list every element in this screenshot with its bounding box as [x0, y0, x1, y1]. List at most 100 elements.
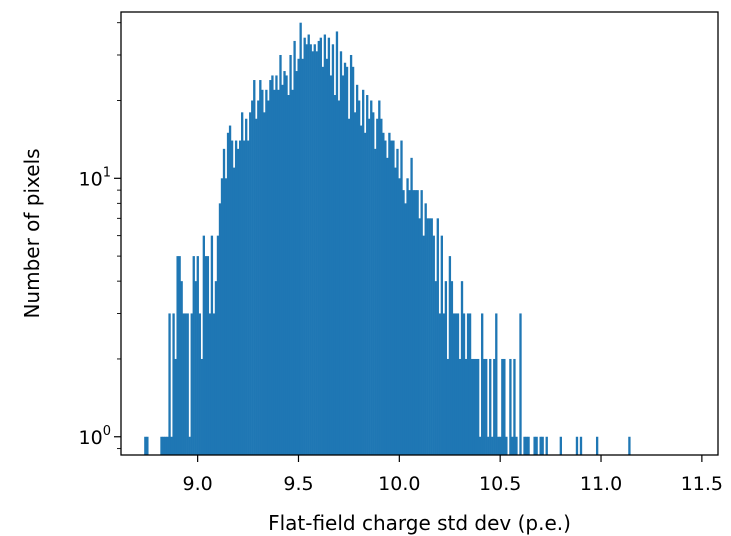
histogram-bar	[200, 358, 203, 455]
histogram-bar	[390, 140, 393, 456]
histogram-bar	[253, 80, 256, 455]
histogram-bar	[325, 58, 329, 455]
histogram-bar	[271, 75, 274, 455]
histogram-bar	[337, 100, 341, 455]
histogram-bar	[410, 157, 413, 455]
histogram-bar	[545, 436, 548, 455]
histogram-bar	[186, 313, 189, 455]
histogram-bar	[196, 256, 199, 455]
histogram-bar	[277, 89, 280, 456]
histogram-bar	[204, 256, 208, 455]
histogram-bar	[479, 436, 482, 455]
histogram-bar	[426, 218, 429, 455]
histogram-bar	[495, 313, 498, 455]
histogram-bar	[281, 84, 284, 455]
x-tick-label: 9.5	[283, 473, 313, 495]
histogram-bar	[394, 167, 397, 456]
histogram-bar	[305, 44, 308, 455]
histogram-bar	[301, 58, 304, 455]
histogram-bar	[472, 358, 476, 455]
histogram-bar	[251, 100, 254, 455]
histogram-bar	[335, 31, 339, 455]
histogram-bar	[360, 125, 363, 456]
histogram-bar	[402, 190, 405, 455]
histogram-bar	[249, 112, 252, 455]
histogram-bar	[380, 118, 383, 456]
histogram-bar	[212, 313, 216, 455]
histogram-bar	[430, 218, 433, 455]
histogram-bar	[462, 313, 466, 455]
histogram-bar	[224, 178, 228, 456]
x-axis: 9.0 9.5 10.0 10.5 11.0 11.5	[183, 455, 723, 495]
histogram-bar	[404, 203, 407, 455]
histogram-bar	[279, 54, 282, 456]
histogram-bar	[485, 358, 488, 455]
histogram-bar	[176, 256, 179, 455]
histogram-bar	[418, 218, 421, 455]
x-axis-label: Flat-field charge std dev (p.e.)	[268, 511, 571, 535]
histogram-bar	[351, 66, 355, 455]
plot-frame	[120, 11, 719, 456]
y-tick-label: 101	[79, 165, 111, 190]
histogram-bar	[368, 118, 371, 456]
histogram-bar	[559, 436, 562, 455]
y-axis: 100 101	[79, 22, 121, 450]
histogram-bar	[210, 235, 214, 455]
histogram-bar	[295, 71, 298, 456]
histogram-bar	[497, 436, 500, 455]
histogram-bar	[527, 436, 530, 455]
histogram-bar	[263, 112, 266, 455]
histogram-bar	[172, 313, 175, 455]
histogram-bar	[144, 436, 147, 455]
histogram-bar	[347, 118, 351, 456]
histogram-bar	[160, 436, 163, 455]
histogram-bar	[228, 125, 232, 456]
histogram-bar	[519, 313, 522, 455]
y-axis-label: Number of pixels	[20, 148, 44, 318]
histogram-bar	[392, 140, 395, 456]
histogram-bar	[166, 436, 169, 455]
histogram-bar	[364, 132, 367, 456]
histogram-bar	[579, 436, 583, 455]
histogram-bar	[283, 71, 286, 456]
histogram-bar	[370, 100, 373, 455]
histogram-bar	[291, 89, 294, 456]
histogram-bar	[386, 157, 389, 455]
histogram-bar	[357, 100, 361, 455]
histogram-bar	[208, 313, 212, 455]
histogram-bar	[273, 89, 276, 456]
histogram-bar	[450, 281, 454, 455]
histogram-bar	[341, 75, 345, 455]
histogram-bar	[378, 100, 381, 455]
histogram-bar	[178, 256, 181, 455]
histogram-bar	[198, 313, 201, 455]
histogram-bar	[432, 235, 435, 455]
histogram-bar	[434, 281, 437, 455]
histogram-bar	[222, 148, 226, 455]
histogram-bar	[267, 100, 270, 455]
histogram-bar	[214, 281, 218, 455]
histogram-bar	[174, 358, 177, 455]
histogram-bar	[483, 358, 486, 455]
histogram-bar	[345, 66, 349, 455]
histogram-bar	[416, 190, 419, 455]
histogram-bar	[384, 140, 387, 456]
histogram-bar	[343, 62, 347, 455]
histogram-bar	[299, 22, 302, 455]
histogram-bar	[184, 313, 187, 455]
histogram-bar	[245, 118, 248, 456]
histogram-bar	[541, 436, 544, 455]
x-tick-label: 11.0	[580, 473, 622, 495]
histogram-bar	[315, 51, 318, 456]
histogram-bar	[374, 148, 377, 455]
histogram-bar	[424, 203, 427, 455]
histogram-bar	[396, 148, 399, 455]
x-tick-label: 10.5	[479, 473, 521, 495]
histogram-bar	[327, 37, 331, 455]
histogram-bar	[238, 140, 242, 456]
histogram-bar	[539, 436, 542, 455]
histogram-bar	[275, 75, 278, 455]
histogram-bar	[458, 358, 462, 455]
histogram-bar	[353, 112, 357, 455]
histogram-bar	[220, 178, 224, 456]
